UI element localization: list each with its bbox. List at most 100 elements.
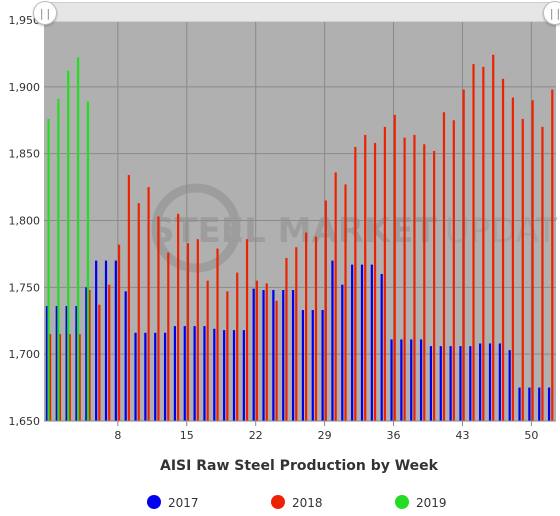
bar-2019[interactable] xyxy=(67,70,70,421)
bar-2018[interactable] xyxy=(383,126,386,422)
bar-2018[interactable] xyxy=(413,134,416,421)
bar-2017[interactable] xyxy=(479,343,482,421)
bar-2017[interactable] xyxy=(331,260,334,421)
bar-2017[interactable] xyxy=(75,306,78,421)
bar-2017[interactable] xyxy=(262,290,265,421)
bar-2018[interactable] xyxy=(373,142,377,421)
bar-2018[interactable] xyxy=(255,280,258,421)
bar-2018[interactable] xyxy=(206,280,209,421)
bar-2017[interactable] xyxy=(439,346,442,421)
bar-2017[interactable] xyxy=(429,346,433,421)
bar-2017[interactable] xyxy=(242,330,245,421)
bar-2018[interactable] xyxy=(324,200,327,421)
bar-2017[interactable] xyxy=(311,310,314,421)
bar-2018[interactable] xyxy=(216,248,219,421)
bar-2018[interactable] xyxy=(245,239,249,421)
bar-2019[interactable] xyxy=(47,118,50,421)
bar-2018[interactable] xyxy=(265,283,268,421)
bar-2017[interactable] xyxy=(538,387,541,421)
bar-2018[interactable] xyxy=(482,66,485,421)
bar-2018[interactable] xyxy=(58,334,62,421)
bar-2018[interactable] xyxy=(314,236,318,421)
bar-2018[interactable] xyxy=(137,203,140,421)
range-slider-left-handle[interactable]: || xyxy=(33,1,57,25)
bar-2017[interactable] xyxy=(144,332,147,421)
bar-2017[interactable] xyxy=(547,387,551,421)
bar-2018[interactable] xyxy=(364,134,367,421)
bar-2018[interactable] xyxy=(472,64,475,422)
bar-2017[interactable] xyxy=(124,291,127,421)
bar-2018[interactable] xyxy=(423,144,426,421)
bar-2018[interactable] xyxy=(147,187,150,421)
bar-2017[interactable] xyxy=(95,260,98,421)
range-slider-right-handle[interactable]: || xyxy=(543,1,560,25)
bar-2018[interactable] xyxy=(501,78,505,421)
bar-2017[interactable] xyxy=(301,310,305,421)
bar-2018[interactable] xyxy=(295,247,298,421)
bar-2017[interactable] xyxy=(232,330,236,421)
bar-2018[interactable] xyxy=(393,114,396,422)
bar-2018[interactable] xyxy=(344,184,347,421)
bar-2017[interactable] xyxy=(134,332,137,421)
bar-2017[interactable] xyxy=(360,264,364,421)
bar-2017[interactable] xyxy=(203,326,206,421)
bar-2017[interactable] xyxy=(104,260,108,421)
bar-2018[interactable] xyxy=(334,172,337,421)
bar-2018[interactable] xyxy=(354,146,357,422)
bar-2017[interactable] xyxy=(282,290,285,421)
legend-item-2017[interactable]: 2017 xyxy=(147,495,199,510)
bar-2018[interactable] xyxy=(167,252,170,421)
bar-2018[interactable] xyxy=(157,216,160,421)
bar-2017[interactable] xyxy=(518,387,521,421)
bar-2017[interactable] xyxy=(163,332,167,421)
range-slider[interactable]: || || xyxy=(33,1,560,25)
bar-2017[interactable] xyxy=(380,273,383,421)
bar-2018[interactable] xyxy=(236,272,239,421)
bar-2018[interactable] xyxy=(98,304,101,421)
bar-2017[interactable] xyxy=(45,306,49,421)
bar-2017[interactable] xyxy=(449,346,452,421)
bar-2018[interactable] xyxy=(186,243,190,421)
bar-2017[interactable] xyxy=(223,330,226,421)
bar-2017[interactable] xyxy=(272,290,275,421)
bar-2017[interactable] xyxy=(351,264,354,421)
bar-2017[interactable] xyxy=(488,343,492,421)
bar-2018[interactable] xyxy=(88,290,91,421)
bar-2018[interactable] xyxy=(551,89,554,421)
bar-2018[interactable] xyxy=(275,300,278,421)
legend-item-2018[interactable]: 2018 xyxy=(271,495,323,510)
bar-2017[interactable] xyxy=(469,346,472,421)
bar-2018[interactable] xyxy=(78,334,81,421)
bar-2018[interactable] xyxy=(49,334,52,421)
bar-2017[interactable] xyxy=(173,326,177,421)
legend-item-2019[interactable]: 2019 xyxy=(395,495,447,510)
bar-2017[interactable] xyxy=(65,306,68,421)
bar-2019[interactable] xyxy=(86,101,90,421)
bar-2018[interactable] xyxy=(492,54,495,421)
bar-2018[interactable] xyxy=(177,213,180,421)
bar-2018[interactable] xyxy=(442,112,446,421)
bar-2017[interactable] xyxy=(459,346,462,421)
bar-2017[interactable] xyxy=(154,332,157,421)
bar-2018[interactable] xyxy=(531,100,534,421)
bar-2018[interactable] xyxy=(452,120,455,421)
bar-2017[interactable] xyxy=(85,287,88,421)
bar-2018[interactable] xyxy=(541,126,544,422)
bar-2019[interactable] xyxy=(76,57,80,422)
bar-2017[interactable] xyxy=(341,284,344,421)
bar-2018[interactable] xyxy=(305,232,308,421)
bar-2018[interactable] xyxy=(462,89,465,421)
bar-2017[interactable] xyxy=(400,339,403,421)
bar-2018[interactable] xyxy=(521,118,524,421)
bar-2017[interactable] xyxy=(370,264,373,421)
bar-2018[interactable] xyxy=(68,334,71,421)
bar-2017[interactable] xyxy=(528,387,531,421)
bar-2018[interactable] xyxy=(403,137,406,421)
bar-2017[interactable] xyxy=(55,306,58,421)
bar-2018[interactable] xyxy=(433,150,436,422)
bar-2017[interactable] xyxy=(291,290,295,421)
bar-2018[interactable] xyxy=(285,257,288,421)
bar-2017[interactable] xyxy=(419,339,423,421)
bar-2017[interactable] xyxy=(213,328,216,421)
bar-2018[interactable] xyxy=(117,244,121,421)
